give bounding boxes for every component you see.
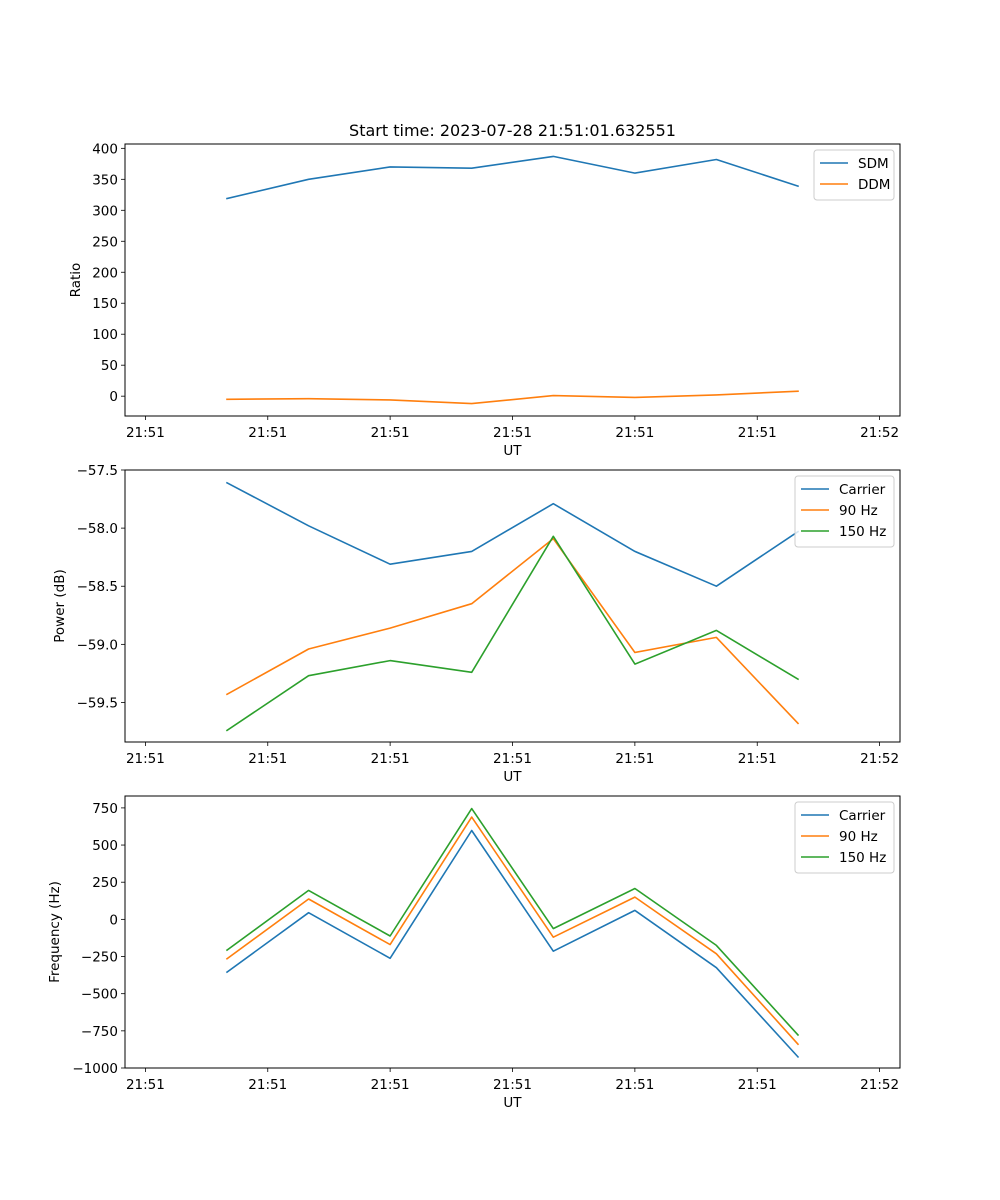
- x-tick-label: 21:51: [738, 751, 777, 767]
- x-tick-label: 21:51: [371, 751, 410, 767]
- x-tick-label: 21:51: [126, 751, 165, 767]
- subplot-ratio: 21:51 21:51 21:51 21:51 21:51 21:51 21:52 400 35…: [68, 141, 901, 459]
- series-line-90-hz: [225, 537, 800, 725]
- y-tick-label: 0: [109, 912, 118, 928]
- y-axis-label: Power (dB): [52, 569, 68, 642]
- y-tick-label: 350: [92, 172, 118, 188]
- y-tick-label: 0: [109, 389, 118, 405]
- x-axis-label: UT: [503, 769, 522, 785]
- x-tick-label: 21:51: [248, 1077, 287, 1093]
- legend-label: 90 Hz: [839, 503, 878, 519]
- subplot-frequency: 21:51 21:51 21:51 21:51 21:51 21:51 21:52 750 50…: [47, 795, 901, 1111]
- x-tick-label: 21:51: [493, 1077, 532, 1093]
- x-tick-label: 21:51: [615, 751, 654, 767]
- x-tick-label: 21:51: [493, 751, 532, 767]
- series-line-ddm: [226, 390, 799, 405]
- x-tick-label: 21:51: [738, 425, 777, 441]
- series-line-carrier: [225, 829, 800, 1059]
- x-tick-label: 21:51: [248, 751, 287, 767]
- x-tick-label: 21:51: [126, 1077, 165, 1093]
- y-tick-label: 300: [92, 203, 118, 219]
- legend-label: 90 Hz: [839, 829, 878, 845]
- series-line-150-hz: [225, 807, 800, 1037]
- legend-box: [794, 475, 895, 548]
- x-tick-label: 21:51: [248, 425, 287, 441]
- x-tick-label: 21:51: [493, 425, 532, 441]
- legend-box: [794, 801, 895, 874]
- legend-label: SDM: [858, 156, 889, 172]
- y-tick-label: 750: [92, 801, 118, 817]
- y-tick-label: −1000: [72, 1061, 118, 1077]
- y-tick-label: −58.5: [77, 579, 118, 595]
- legend: Carrier 90 Hz 150 Hz: [794, 801, 895, 874]
- figure-title: Start time: 2023-07-28 21:51:01.632551: [349, 121, 676, 140]
- axes-frame: [124, 795, 901, 1069]
- axes-frame: [124, 469, 901, 743]
- y-tick-label: −59.0: [77, 637, 118, 653]
- legend-label: Carrier: [839, 808, 886, 824]
- legend-label: DDM: [858, 177, 890, 193]
- y-tick-label: 50: [101, 358, 118, 374]
- y-tick-label: 150: [92, 296, 118, 312]
- x-tick-label: 21:52: [860, 751, 899, 767]
- y-tick-label: −57.5: [77, 463, 118, 479]
- y-tick-label: 500: [92, 838, 118, 854]
- legend: Carrier 90 Hz 150 Hz: [794, 475, 895, 548]
- legend-label: Carrier: [839, 482, 886, 498]
- series-line-150-hz: [225, 535, 800, 732]
- y-tick-label: −250: [81, 950, 118, 966]
- y-tick-label: −500: [81, 987, 118, 1003]
- y-axis-label: Frequency (Hz): [47, 881, 63, 983]
- y-axis-label: Ratio: [68, 263, 84, 298]
- x-axis-label: UT: [503, 1095, 522, 1111]
- subplot-power: 21:51 21:51 21:51 21:51 21:51 21:51 21:52 −57.5…: [52, 463, 901, 785]
- y-tick-label: 200: [92, 265, 118, 281]
- y-tick-label: 250: [92, 234, 118, 250]
- y-tick-label: 400: [92, 141, 118, 157]
- y-tick-label: −58.0: [77, 521, 118, 537]
- axes-frame: [124, 143, 901, 417]
- series-line-90-hz: [225, 816, 800, 1046]
- y-tick-label: −750: [81, 1024, 118, 1040]
- x-tick-label: 21:51: [126, 425, 165, 441]
- x-tick-label: 21:52: [860, 1077, 899, 1093]
- x-tick-label: 21:51: [615, 425, 654, 441]
- x-tick-label: 21:51: [738, 1077, 777, 1093]
- x-tick-label: 21:51: [615, 1077, 654, 1093]
- series-line-sdm: [226, 155, 800, 200]
- legend-label: 150 Hz: [839, 850, 886, 866]
- x-tick-label: 21:51: [371, 1077, 410, 1093]
- y-tick-label: 100: [92, 327, 118, 343]
- x-tick-label: 21:51: [371, 425, 410, 441]
- y-tick-label: −59.5: [77, 695, 118, 711]
- x-axis-label: UT: [503, 443, 522, 459]
- legend: SDM DDM: [813, 149, 895, 201]
- series-line-carrier: [225, 481, 800, 588]
- y-tick-label: 250: [92, 875, 118, 891]
- x-tick-label: 21:52: [860, 425, 899, 441]
- legend-label: 150 Hz: [839, 524, 886, 540]
